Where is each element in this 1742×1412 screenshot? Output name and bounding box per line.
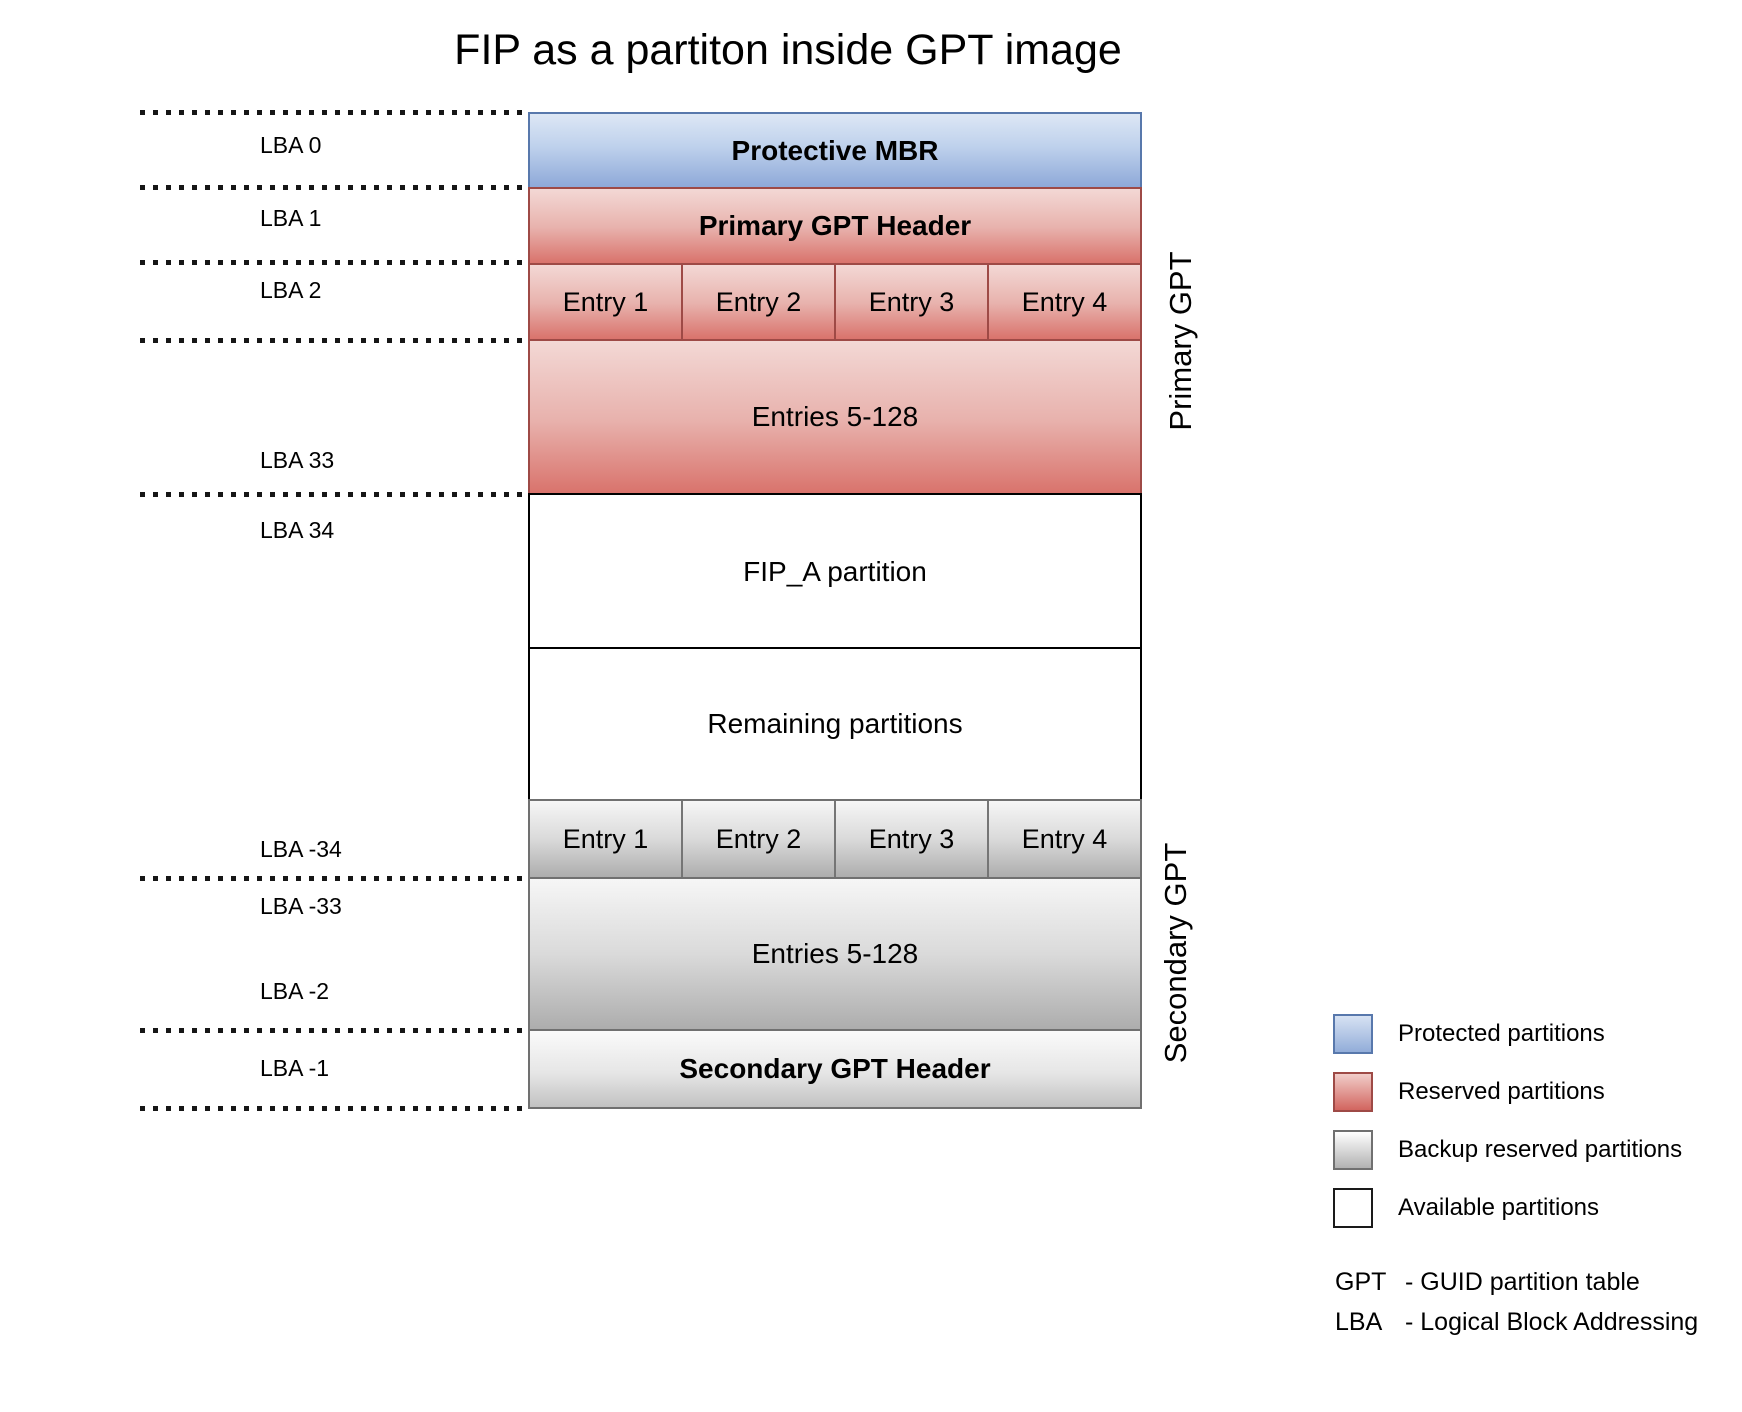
- abbreviation-gpt: GPT - GUID partition table: [1335, 1262, 1640, 1302]
- lba-boundary-line: [140, 185, 524, 190]
- legend-item-label: Reserved partitions: [1398, 1078, 1605, 1105]
- cell-secondary-entry-1: Entry 1: [530, 801, 683, 877]
- lba-label: LBA -34: [260, 836, 342, 862]
- legend-item-reserved: Reserved partitions: [1333, 1072, 1605, 1112]
- legend-item-protected: Protected partitions: [1333, 1014, 1605, 1054]
- legend-item-label: Backup reserved partitions: [1398, 1136, 1683, 1163]
- lba-boundary-line: [140, 260, 524, 265]
- secondary-gpt-side-label: Secondary GPT: [1158, 842, 1193, 1064]
- legend-swatch-backup-reserved: [1333, 1130, 1373, 1170]
- lba-boundary-line: [140, 110, 524, 115]
- cell-secondary-entry-2: Entry 2: [683, 801, 836, 877]
- abbreviation-term: LBA: [1335, 1308, 1383, 1336]
- abbreviation-definition: - GUID partition table: [1405, 1268, 1640, 1296]
- primary-gpt-side-label: Primary GPT: [1163, 251, 1198, 431]
- lba-label: LBA -1: [260, 1055, 330, 1081]
- lba-boundary-line: [140, 1106, 524, 1111]
- row-primary-entries-5-128: Entries 5-128: [528, 339, 1142, 495]
- lba-label: LBA 0: [260, 132, 322, 158]
- row-primary-gpt-header: Primary GPT Header: [528, 187, 1142, 265]
- cell-secondary-entry-3: Entry 3: [836, 801, 989, 877]
- abbreviation-definition: - Logical Block Addressing: [1405, 1308, 1699, 1336]
- legend-item-backup-reserved: Backup reserved partitions: [1333, 1130, 1682, 1170]
- lba-boundary-line: [140, 492, 524, 497]
- row-secondary-gpt-header: Secondary GPT Header: [528, 1029, 1142, 1109]
- row-secondary-entries: Entry 1 Entry 2 Entry 3 Entry 4: [528, 799, 1142, 879]
- legend-swatch-reserved: [1333, 1072, 1373, 1112]
- legend-swatch-available: [1333, 1188, 1373, 1228]
- cell-primary-entry-3: Entry 3: [836, 265, 989, 339]
- lba-label: LBA 1: [260, 205, 322, 231]
- lba-label: LBA 34: [260, 517, 335, 543]
- row-fip-a-partition: FIP_A partition: [528, 493, 1142, 650]
- row-secondary-entries-5-128: Entries 5-128: [528, 877, 1142, 1031]
- abbreviation-lba: LBA - Logical Block Addressing: [1335, 1302, 1698, 1342]
- legend-swatch-protected: [1333, 1014, 1373, 1054]
- row-protective-mbr: Protective MBR: [528, 112, 1142, 189]
- lba-boundary-line: [140, 876, 524, 881]
- lba-label: LBA -33: [260, 893, 342, 919]
- legend-item-label: Available partitions: [1398, 1194, 1600, 1221]
- lba-boundary-line: [140, 338, 524, 343]
- lba-boundary-line: [140, 1028, 524, 1033]
- diagram-title: FIP as a partiton inside GPT image: [454, 26, 1122, 74]
- cell-secondary-entry-4: Entry 4: [1021, 823, 1108, 854]
- lba-label: LBA 33: [260, 447, 335, 473]
- abbreviation-term: GPT: [1335, 1268, 1387, 1296]
- cell-primary-entry-1: Entry 1: [530, 265, 683, 339]
- lba-label: LBA 2: [260, 277, 322, 303]
- row-remaining-partitions: Remaining partitions: [528, 647, 1142, 801]
- cell-primary-entry-2: Entry 2: [683, 265, 836, 339]
- cell-primary-entry-4: Entry 4: [1021, 286, 1108, 317]
- legend-item-label: Protected partitions: [1398, 1020, 1605, 1047]
- legend-item-available: Available partitions: [1333, 1188, 1599, 1228]
- lba-label: LBA -2: [260, 978, 330, 1004]
- row-primary-entries: Entry 1 Entry 2 Entry 3 Entry 4: [528, 263, 1142, 341]
